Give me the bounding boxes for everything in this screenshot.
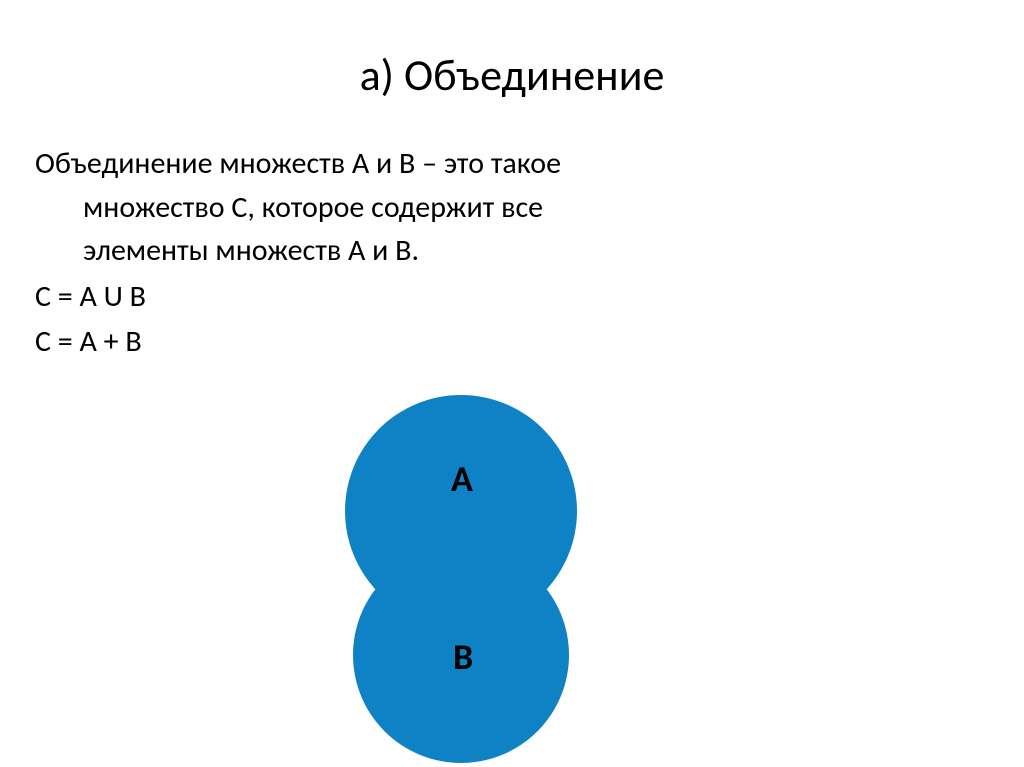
formula-union: С = А U В (35, 275, 989, 319)
definition-line-1: Объединение множеств А и В – это такое (35, 142, 989, 186)
venn-label-a: A (451, 457, 473, 501)
venn-label-b: B (453, 635, 473, 679)
slide-content: Объединение множеств А и В – это такое м… (0, 142, 1024, 364)
venn-diagram: A B (335, 395, 585, 755)
formula-plus: С = А + В (35, 320, 989, 364)
slide-title: а) Объединение (0, 0, 1024, 142)
definition-line-2: множество С, которое содержит все (35, 186, 989, 230)
definition-line-3: элементы множеств А и В. (35, 229, 989, 273)
